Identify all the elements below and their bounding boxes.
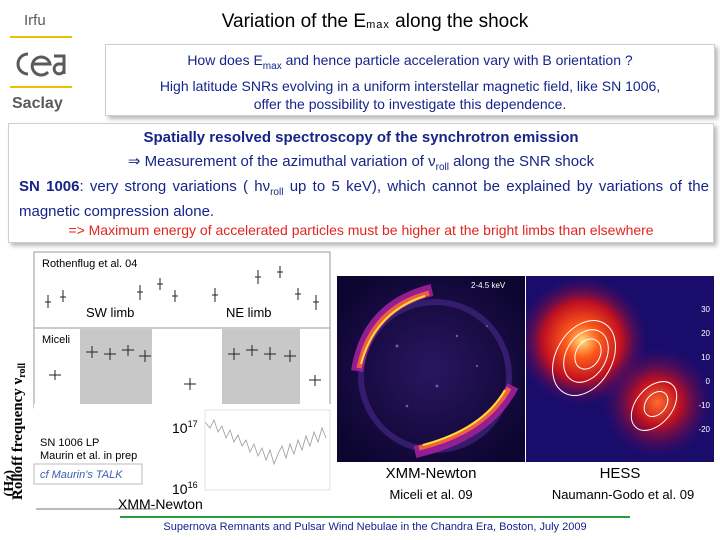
page-title: Variation of the Emax along the shock: [221, 11, 529, 32]
rolloff-figure: Rothenflug et al. 04 Miceli SN 1006 LP M…: [33, 251, 334, 510]
svg-text:20: 20: [701, 329, 710, 338]
question-box: [105, 44, 715, 116]
svg-text:Rolloff frequency νroll: Rolloff frequency νroll: [10, 363, 28, 500]
measurement-line: ⇒ Measurement of the azimuthal variation…: [127, 153, 595, 173]
xmm-image: 2-4.5 keV: [337, 276, 525, 462]
svg-text:-20: -20: [698, 425, 710, 434]
maurin-panel: [34, 404, 334, 510]
talk-label: cf Maurin's TALK: [40, 469, 123, 481]
xmm-reference: Miceli et al. 09: [389, 487, 473, 502]
question-heading: How does Emax and hence particle acceler…: [187, 52, 633, 72]
rothenflug-ref: Rothenflug et al. 04: [42, 258, 137, 270]
svg-text:30: 30: [701, 305, 710, 314]
svg-text:10: 10: [701, 353, 710, 362]
talk-box: [33, 463, 143, 485]
svg-text:0: 0: [706, 377, 711, 386]
cea-logo: [16, 52, 66, 77]
sn1006-text: SN 1006: very strong variations ( hνroll…: [19, 178, 709, 220]
maurin-legend-1: SN 1006 LP: [40, 437, 99, 449]
hess-image: 30 20 10 0 -10 -20: [526, 276, 714, 462]
svg-text:-10: -10: [698, 401, 710, 410]
hess-reference: Naumann-Godo et al. 09: [551, 487, 695, 502]
org-label: Irfu: [24, 12, 46, 29]
rothenflug-points: [45, 266, 319, 310]
sw-limb-label: SW limb: [86, 305, 135, 320]
spectroscopy-heading: Spatially resolved spectroscopy of the s…: [143, 129, 579, 146]
rolloff-y-label: Rolloff frequency νroll: [10, 363, 28, 500]
miceli-points: [49, 345, 321, 390]
lab-label: Saclay: [12, 95, 63, 112]
footer-text: Supernova Remnants and Pulsar Wind Nebul…: [163, 521, 587, 533]
tick-bottom: 1016: [172, 480, 198, 497]
ne-limb-band: [222, 329, 300, 407]
conclusion-line: => Maximum energy of accelerated particl…: [68, 222, 654, 238]
maurin-legend-2: Maurin et al. in prep: [40, 450, 137, 462]
ne-limb-label: NE limb: [226, 305, 272, 320]
footer-divider: [120, 516, 630, 518]
sw-limb-band: [80, 329, 152, 407]
spectroscopy-box: [8, 123, 714, 243]
xmm-left-label: XMM-Newton: [118, 496, 203, 512]
hess-colorbar-ticks: 30 20 10 0 -10 -20: [698, 305, 710, 434]
logo-divider-bottom: [10, 86, 72, 88]
miceli-ref: Miceli: [42, 334, 70, 346]
tick-top: 1017: [172, 419, 198, 436]
hess-contours: [552, 320, 678, 431]
rothenflug-panel: [33, 251, 331, 333]
question-text: High latitude SNRs evolving in a uniform…: [159, 78, 661, 112]
logo-divider-top: [10, 36, 72, 38]
energy-band-label: 2-4.5 keV: [471, 281, 506, 290]
rolloff-unit: (Hz): [2, 470, 17, 497]
xmm-caption: XMM-Newton: [385, 465, 477, 482]
hess-caption: HESS: [599, 465, 641, 482]
maurin-curve: [204, 418, 327, 466]
